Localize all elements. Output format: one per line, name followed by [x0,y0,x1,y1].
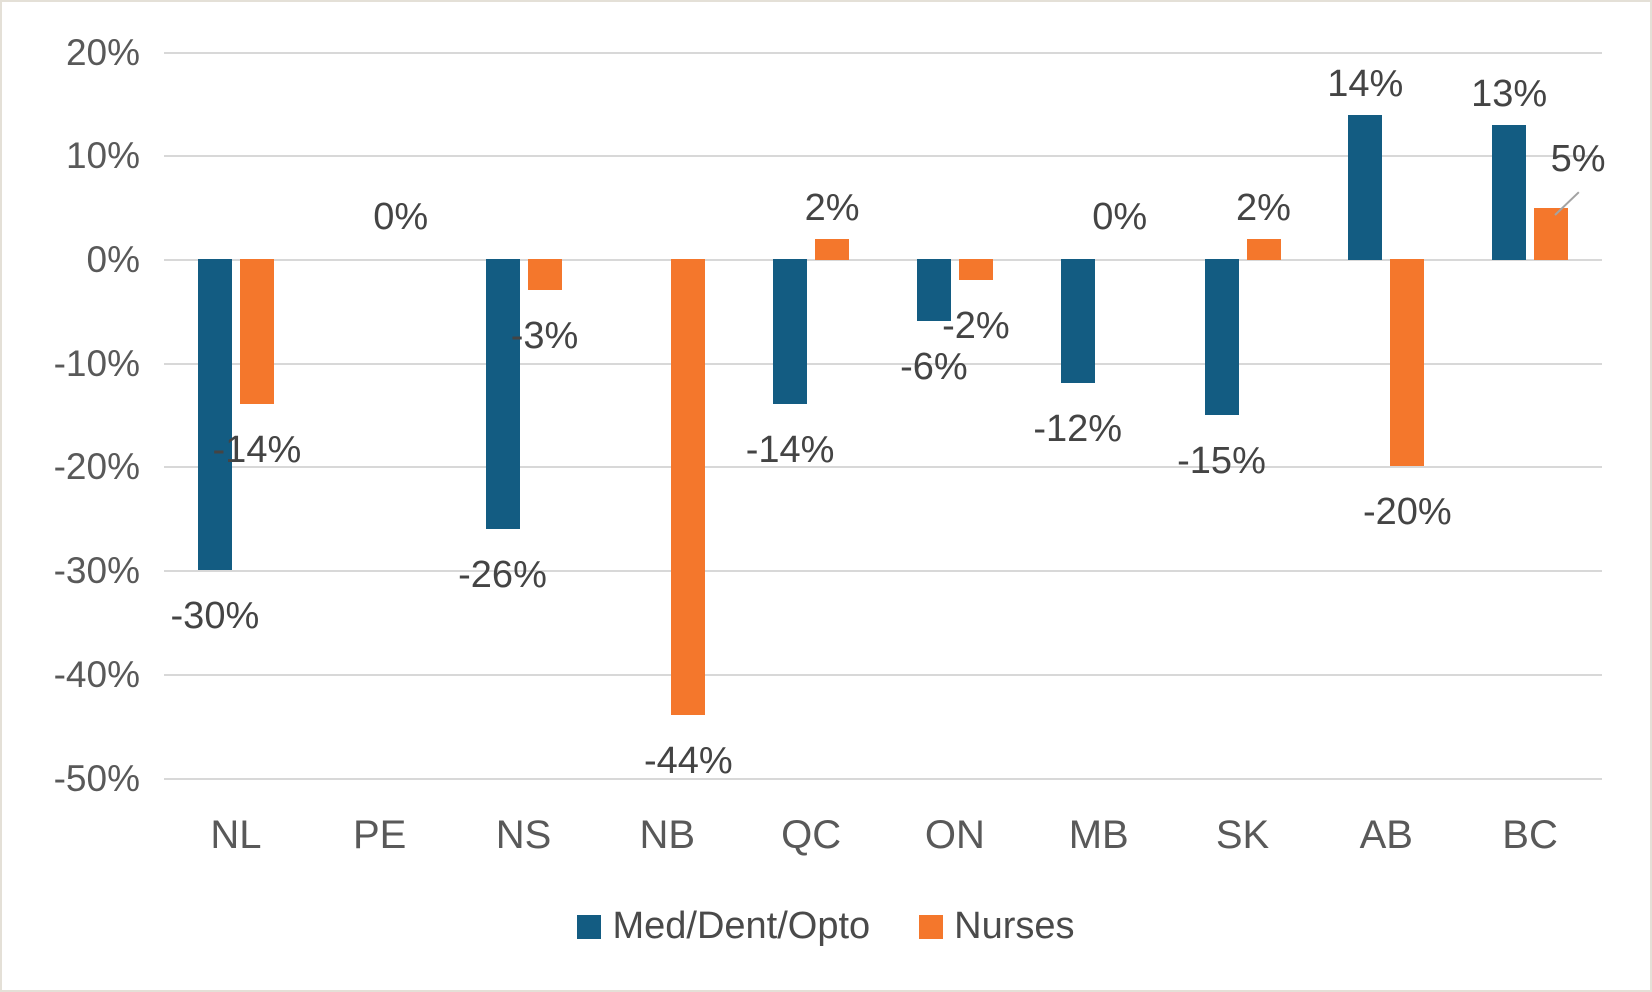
data-label: -14% [212,429,302,472]
x-axis-category-label: NB [639,813,696,857]
data-label: -26% [458,553,547,596]
legend: Med/Dent/Opto Nurses [2,905,1650,948]
bar-nurses-nb[interactable] [671,259,706,716]
bar-nurses-on[interactable] [958,259,993,280]
y-axis-tick-label: 20% [65,31,140,73]
legend-swatch-nurses-icon [919,914,944,939]
gridline [164,51,1602,54]
y-axis-tick-label: -20% [53,446,140,488]
x-axis-category-label: NL [210,813,262,857]
bar-nurses-bc[interactable] [1534,208,1569,260]
data-label: 0% [1092,196,1148,238]
bar-med-dent-opto-ns[interactable] [485,259,520,529]
data-label: -3% [510,315,579,358]
bar-med-dent-opto-nl[interactable] [197,259,232,571]
bar-nurses-qc[interactable] [815,239,850,260]
legend-label-nurses: Nurses [954,905,1075,947]
data-label: -30% [170,595,260,638]
x-axis-category-label: ON [924,813,985,857]
y-axis-tick-label: -10% [53,342,140,384]
bar-nurses-ab[interactable] [1390,259,1425,467]
gridline [164,570,1602,573]
y-axis-tick-label: -30% [53,550,140,592]
bar-med-dent-opto-bc[interactable] [1492,125,1527,260]
data-label: -2% [942,304,1010,347]
data-label: -20% [1362,491,1452,534]
data-label: -6% [900,346,968,389]
bar-med-dent-opto-mb[interactable] [1060,259,1095,384]
bar-med-dent-opto-ab[interactable] [1348,114,1383,260]
bar-med-dent-opto-on[interactable] [916,259,951,322]
y-axis-tick-label: 10% [65,135,140,177]
data-label: -12% [1033,408,1123,451]
bar-nurses-ns[interactable] [527,259,562,291]
y-axis-tick-label: -40% [53,653,140,695]
data-label: 14% [1327,62,1404,105]
data-label: -14% [745,429,835,472]
legend-swatch-med-dent-opto-icon [577,914,602,939]
x-axis-category-label: QC [781,813,842,857]
data-label: 5% [1550,138,1606,181]
data-label: -15% [1177,439,1266,482]
legend-item-med-dent-opto[interactable]: Med/Dent/Opto [577,905,870,948]
bar-med-dent-opto-sk[interactable] [1204,259,1239,415]
bar-med-dent-opto-qc[interactable] [773,259,808,405]
x-axis-category-label: SK [1215,813,1270,857]
legend-item-nurses[interactable]: Nurses [919,905,1075,948]
data-label: 2% [804,187,860,230]
gridline [164,362,1602,365]
x-axis-category-label: BC [1502,813,1558,857]
data-label: 2% [1236,187,1291,230]
x-axis-category-label: NS [495,813,552,857]
gridline [164,673,1602,676]
gridline [164,155,1602,158]
y-axis-tick-label: -50% [53,757,140,799]
x-axis-category-label: PE [353,813,407,857]
data-label: 13% [1471,73,1548,116]
y-axis-tick-label: 0% [86,239,140,280]
legend-label-med-dent-opto: Med/Dent/Opto [612,905,871,947]
bar-nurses-sk[interactable] [1246,239,1281,260]
x-axis-category-label: AB [1359,813,1413,857]
gridline [164,259,1602,261]
gridline [164,777,1602,780]
data-label: 0% [373,196,429,238]
data-label: -44% [643,740,733,783]
x-axis-category-label: MB [1068,813,1129,857]
gridline [164,466,1602,469]
bar-nurses-nl[interactable] [239,259,274,405]
